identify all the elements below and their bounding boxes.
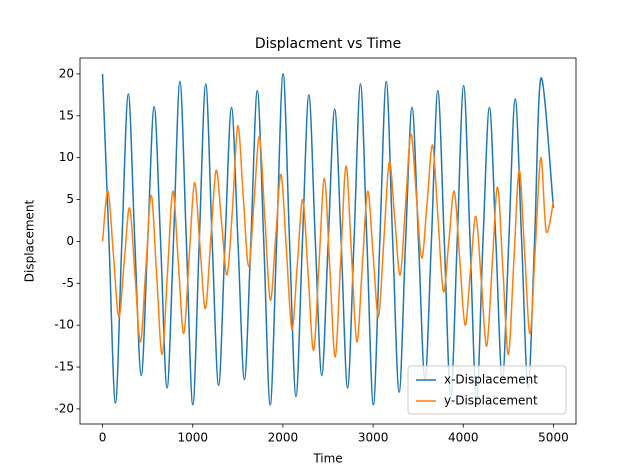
x-axis-label: Time [312,452,342,466]
y-tick-label: 0 [66,234,74,248]
x-tick-label: 4000 [448,431,479,445]
y-tick-label: 20 [59,66,74,80]
chart-title: Displacment vs Time [255,36,401,52]
x-tick-label: 1000 [177,431,208,445]
data-line [101,125,555,358]
y-tick-label: -5 [62,276,74,290]
legend-label: x-Displacement [444,373,538,387]
x-tick-label: 2000 [268,431,299,445]
y-tick-label: 15 [59,108,74,122]
y-tick-label: -10 [54,318,74,332]
x-tick-label: 5000 [538,431,569,445]
x-tick-label: 3000 [358,431,389,445]
legend-label: y-Displacement [444,394,538,408]
data-line [101,73,555,406]
y-tick-label: -20 [54,401,74,415]
y-axis-label: Displacement [23,199,37,282]
legend-box [407,365,567,415]
plot-area [101,73,555,406]
x-tick-label: 0 [99,431,107,445]
y-tick-label: 10 [59,150,74,164]
y-tick-label: 5 [66,192,74,206]
y-tick-label: -15 [54,360,74,374]
axes-frame [79,57,577,425]
